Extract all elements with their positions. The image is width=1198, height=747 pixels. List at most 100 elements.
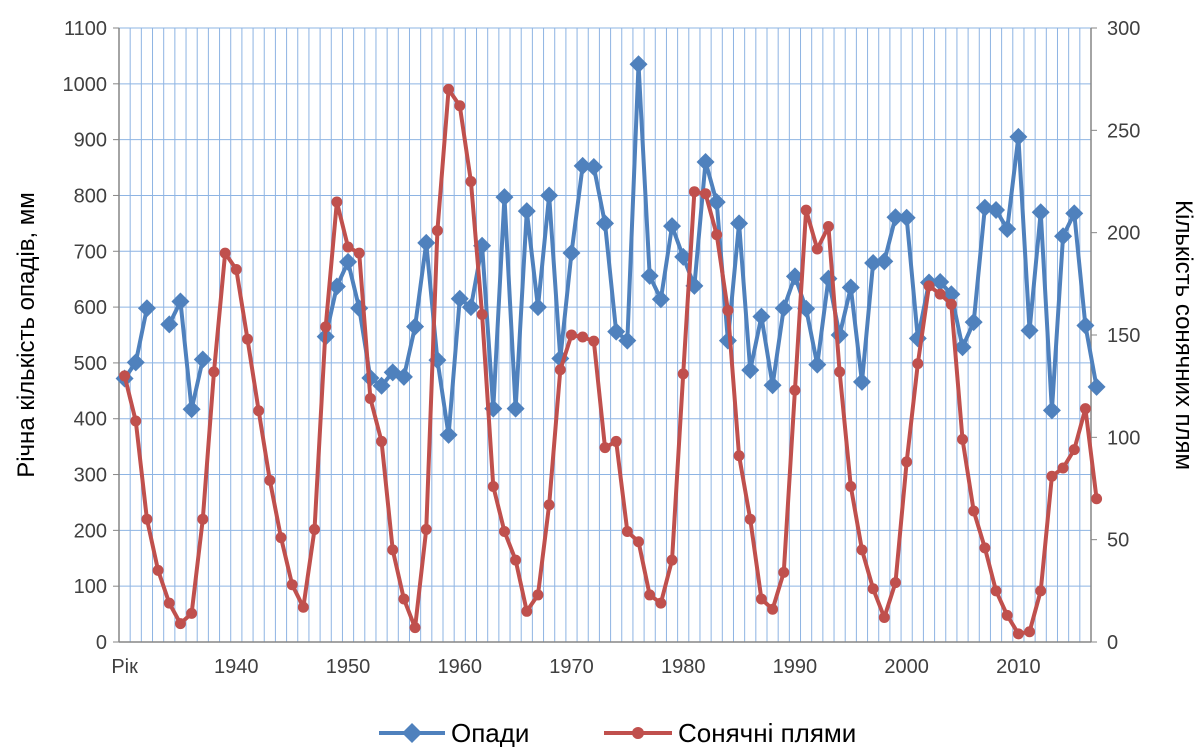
precipitation-point <box>339 252 358 271</box>
right-axis-tick-label: 100 <box>1107 427 1140 449</box>
sunspots-point <box>297 601 309 613</box>
sunspots-point <box>878 611 890 623</box>
precipitation-point <box>774 299 793 318</box>
sunspots-point <box>241 333 253 345</box>
sunspots-point <box>163 597 175 609</box>
precipitation-point <box>439 425 458 444</box>
sunspots-point <box>364 392 376 404</box>
precipitation-point <box>417 233 436 252</box>
left-axis-tick-label: 500 <box>74 353 107 375</box>
sunspots-point <box>286 579 298 591</box>
precipitation-point <box>618 331 637 350</box>
precipitation-point <box>528 298 547 317</box>
precipitation-point <box>852 372 871 391</box>
sunspots-point <box>767 603 779 615</box>
precipitation-line <box>167 299 205 412</box>
precipitation-point <box>562 243 581 262</box>
x-axis-ticks: Рік 1940 1950 1960 1970 1980 1990 2000 2010 <box>111 656 1040 678</box>
left-axis-tick-label: 0 <box>96 632 107 654</box>
sunspots-point <box>700 188 712 200</box>
sunspots-point <box>275 532 287 544</box>
left-axis-tick-label: 1100 <box>64 18 107 40</box>
precipitation-point <box>450 289 469 308</box>
precipitation-point <box>517 202 536 221</box>
sunspots-point <box>1079 403 1091 415</box>
sunspots-point <box>264 474 276 486</box>
precipitation-point <box>841 278 860 297</box>
sunspots-point <box>309 523 321 535</box>
sunspots-point <box>465 176 477 187</box>
precipitation-point <box>707 193 726 212</box>
sunspots-point <box>320 321 332 333</box>
sunspots-point <box>822 221 834 233</box>
sunspots-point <box>744 513 756 525</box>
legend-precipitation-marker <box>402 723 422 743</box>
precipitation-point <box>629 55 648 74</box>
sunspots-point <box>174 618 186 630</box>
sunspots-point <box>398 593 410 605</box>
sunspots-point <box>119 370 131 382</box>
sunspots-point <box>431 225 443 237</box>
x-axis-tick-label: 1980 <box>661 656 706 678</box>
right-axis-tick-label: 0 <box>1107 632 1118 654</box>
sunspots-point <box>957 433 969 445</box>
precipitation-point <box>651 290 670 309</box>
sunspots-point <box>834 366 846 378</box>
legend-item-sunspots: Сонячні плями <box>604 718 856 747</box>
sunspots-point <box>968 505 980 517</box>
precipitation-point <box>1042 401 1061 420</box>
precipitation-point <box>327 277 346 296</box>
precipitation-point <box>785 267 804 286</box>
precipitation-point <box>763 376 782 395</box>
precipitation-point <box>964 313 983 332</box>
x-axis-tick-label: 1990 <box>773 656 818 678</box>
precipitation-point <box>1065 204 1084 223</box>
sunspots-point <box>912 358 924 370</box>
grid <box>118 27 1092 643</box>
precipitation-point <box>730 214 749 233</box>
sunspots-point <box>644 589 656 601</box>
precipitation-point <box>830 326 849 344</box>
sunspots-point <box>521 605 533 617</box>
legend-sunspots-marker <box>632 727 644 739</box>
precipitation-point <box>1076 316 1095 335</box>
x-axis-tick-label: 2010 <box>996 656 1041 678</box>
precipitation-point <box>372 376 391 395</box>
sunspots-point <box>331 196 343 208</box>
sunspots-point <box>610 435 622 447</box>
left-axis-ticks: 0 100 200 300 400 500 600 700 800 900 1000 1100 <box>63 18 119 654</box>
right-axis-tick-label: 200 <box>1107 223 1140 245</box>
sunspots-point <box>722 304 734 316</box>
precipitation-point <box>875 252 894 271</box>
precipitation-point <box>696 152 715 171</box>
sunspots-point <box>811 243 823 255</box>
left-axis-tick-label: 400 <box>74 409 107 431</box>
left-axis-tick-label: 100 <box>74 576 107 598</box>
precipitation-point <box>495 188 514 207</box>
precipitation-point <box>394 367 413 386</box>
left-axis-title: Річна кількість опадів, мм <box>13 192 40 478</box>
right-axis-tick-label: 250 <box>1107 120 1140 142</box>
precipitation-point <box>573 156 592 175</box>
legend-item-precipitation: Опади <box>379 718 529 747</box>
left-axis-tick-label: 300 <box>74 465 107 487</box>
sunspots-point <box>1001 609 1013 621</box>
series-layer <box>115 55 1106 640</box>
sunspots-point <box>532 589 544 601</box>
x-axis-tick-label: Рік <box>111 656 138 678</box>
legend: Опади Сонячні плями <box>379 718 856 747</box>
sunspots-point <box>688 186 700 198</box>
precipitation-point <box>897 208 916 227</box>
sunspots-point <box>353 247 365 259</box>
sunspots-point <box>1024 626 1036 638</box>
sunspots-point <box>543 499 555 511</box>
precipitation-point <box>808 355 827 374</box>
sunspots-point <box>945 298 957 310</box>
sunspots-point <box>655 597 667 609</box>
sunspots-point <box>476 309 488 321</box>
sunspots-point <box>845 480 857 492</box>
precipitation-point <box>584 157 603 176</box>
sunspots-point <box>677 368 689 380</box>
precipitation-point <box>663 217 682 236</box>
